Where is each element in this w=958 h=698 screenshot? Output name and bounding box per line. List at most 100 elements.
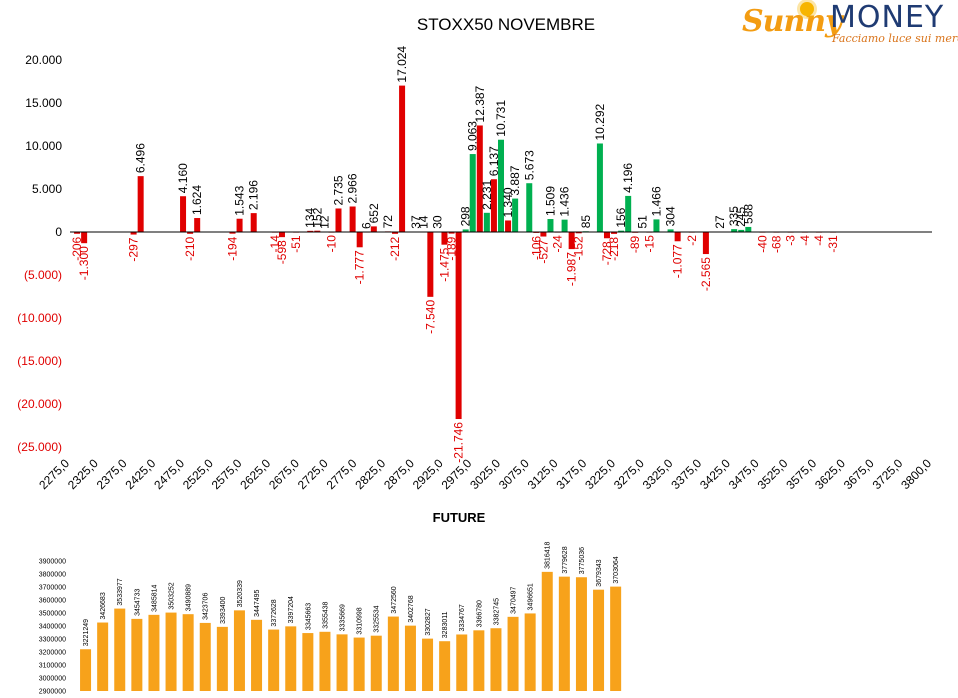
data-label: 1.543 xyxy=(233,185,247,215)
data-label: 588 xyxy=(741,204,755,224)
data-label: 335 xyxy=(727,206,741,226)
data-label: 152 xyxy=(310,207,324,227)
data-label: 6 xyxy=(360,222,374,229)
data-label: 2.231 xyxy=(480,179,494,209)
chart-bar xyxy=(441,232,448,245)
future-bar xyxy=(439,641,451,691)
future-data-label: 3520339 xyxy=(237,580,244,607)
future-data-label: 3302827 xyxy=(425,608,432,635)
data-label: -4 xyxy=(798,235,812,246)
future-data-label: 3679343 xyxy=(596,559,603,586)
data-label: -728 xyxy=(600,241,614,265)
data-label: -21.746 xyxy=(452,422,466,463)
future-data-label: 3703064 xyxy=(613,556,620,583)
future-data-label: 3335669 xyxy=(340,604,347,631)
chart-bar xyxy=(314,230,321,232)
data-label: -15 xyxy=(642,235,656,253)
data-label: 1.624 xyxy=(190,185,204,215)
future-data-label: 3382745 xyxy=(493,598,500,625)
future-bar xyxy=(593,589,605,691)
chart-bar xyxy=(137,176,144,232)
x-tick-label: 2325,0 xyxy=(65,456,101,492)
future-data-label: 3816418 xyxy=(545,542,552,569)
data-label: 156 xyxy=(614,207,628,227)
future-bar xyxy=(302,633,314,691)
data-label: -24 xyxy=(551,235,565,253)
x-tick-label: 3075,0 xyxy=(496,456,532,492)
future-bar xyxy=(182,614,194,691)
chart-bar xyxy=(505,220,512,232)
future-data-label: 3310998 xyxy=(357,607,364,634)
future-y-tick-label: 3300000 xyxy=(39,637,66,644)
data-label: -527 xyxy=(536,239,550,263)
x-tick-label: 3475,0 xyxy=(726,456,762,492)
future-bar xyxy=(575,577,587,691)
y-tick-label: (20.000) xyxy=(17,397,62,411)
y-tick-label: (15.000) xyxy=(17,354,62,368)
future-y-tick-label: 3400000 xyxy=(39,624,66,631)
chart-bar xyxy=(349,206,356,232)
data-label: 2.966 xyxy=(346,173,360,203)
future-bar xyxy=(353,637,365,691)
future-data-label: 3779628 xyxy=(562,546,569,573)
chart-bar xyxy=(370,226,377,232)
x-tick-label: 3675,0 xyxy=(841,456,877,492)
future-bar xyxy=(268,629,280,691)
chart-bar xyxy=(731,229,738,232)
data-label: 12 xyxy=(317,215,331,229)
future-data-label: 3334767 xyxy=(459,604,466,631)
future-bar xyxy=(404,625,416,691)
data-label: 12.387 xyxy=(473,85,487,122)
chart-bar xyxy=(392,232,399,234)
chart-bar xyxy=(512,198,519,232)
future-data-label: 3485814 xyxy=(151,584,158,611)
data-label: 5.673 xyxy=(522,150,536,180)
future-bar xyxy=(422,638,434,691)
x-tick-label: 3325,0 xyxy=(640,456,676,492)
y-tick-label: 15.000 xyxy=(25,96,62,110)
chart-bar xyxy=(448,232,455,234)
data-label: 30 xyxy=(430,215,444,229)
chart-bar xyxy=(702,232,709,255)
chart-bar xyxy=(674,232,681,242)
y-tick-label: 5.000 xyxy=(32,182,62,196)
data-label: -31 xyxy=(826,235,840,253)
future-chart-title: FUTURE xyxy=(433,510,486,525)
data-label: -189 xyxy=(445,236,459,260)
x-tick-label: 2575,0 xyxy=(209,456,245,492)
chart-bar xyxy=(462,229,469,232)
x-tick-label: 2775,0 xyxy=(324,456,360,492)
brand-name-sunny: Sunny xyxy=(742,4,843,39)
data-label: 4.196 xyxy=(621,163,635,193)
chart-title: STOXX50 NOVEMBRE xyxy=(417,15,595,34)
data-label: 14 xyxy=(416,215,430,229)
data-label: -7.540 xyxy=(423,300,437,334)
chart-bar xyxy=(469,154,476,232)
data-label: 6.137 xyxy=(487,146,501,176)
data-label: -212 xyxy=(388,237,402,261)
data-label: 4.160 xyxy=(176,163,190,193)
data-label: -51 xyxy=(289,235,303,253)
chart-bar xyxy=(307,230,314,232)
chart-bar xyxy=(74,232,81,234)
chart-bar xyxy=(399,85,406,232)
chart-bar xyxy=(561,219,568,232)
chart-bar xyxy=(356,232,363,248)
future-bar xyxy=(233,610,245,691)
data-label: -152 xyxy=(572,236,586,260)
chart-bar xyxy=(229,232,236,234)
brand-logo: Sunny MONEY Facciamo luce sui mercati xyxy=(742,0,958,46)
chart-bar xyxy=(745,226,752,232)
future-bar xyxy=(165,612,177,691)
future-y-tick-label: 3000000 xyxy=(39,676,66,683)
future-bar xyxy=(387,616,399,691)
x-tick-label: 3175,0 xyxy=(553,456,589,492)
future-bar xyxy=(507,616,519,691)
future-bar xyxy=(199,622,211,691)
brand-name-money: MONEY xyxy=(830,0,945,35)
data-label: -1.077 xyxy=(671,244,685,278)
data-label: 6.496 xyxy=(134,143,148,173)
x-tick-label: 3625,0 xyxy=(812,456,848,492)
future-bar xyxy=(285,626,297,691)
x-tick-label: 3025,0 xyxy=(467,456,503,492)
